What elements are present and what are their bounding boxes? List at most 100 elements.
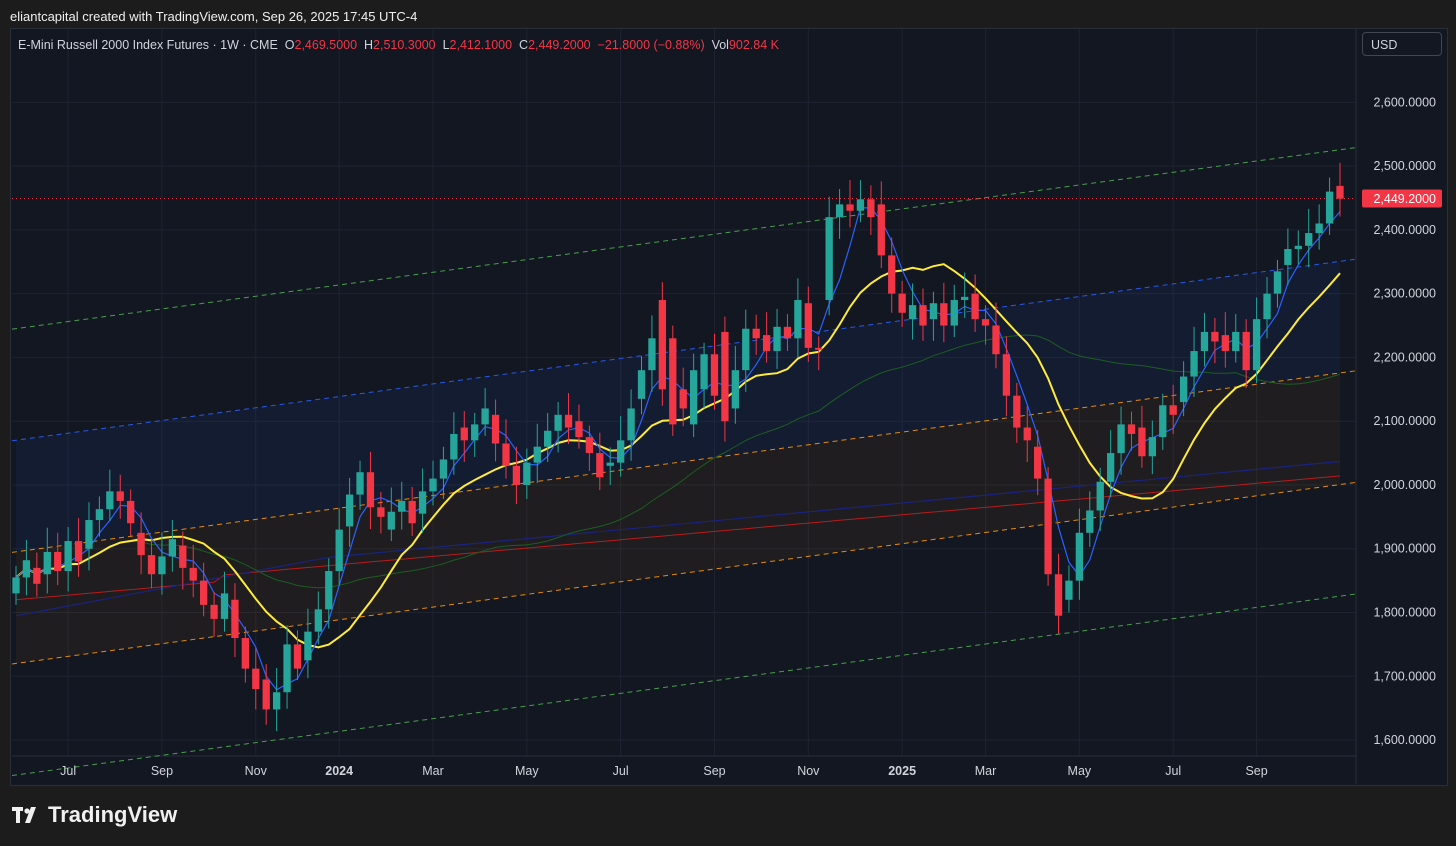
candle-body <box>971 293 979 320</box>
candle-body <box>366 472 375 508</box>
price-tick-label: 1,600.0000 <box>1373 733 1436 747</box>
candle-body <box>335 529 343 572</box>
candle-body <box>1305 233 1313 246</box>
candle-body <box>1054 574 1063 616</box>
tradingview-logo[interactable]: TradingView <box>12 802 177 828</box>
candle-body <box>929 303 938 320</box>
candle-body <box>1242 331 1250 371</box>
time-tick-label: Sep <box>703 764 725 778</box>
candle-body <box>992 325 1000 355</box>
candle-body <box>1200 331 1209 352</box>
candle-body <box>325 571 333 610</box>
ma-line-green <box>15 334 1341 589</box>
last-price-tag <box>1362 189 1442 208</box>
candle-body <box>867 199 875 218</box>
candle-body <box>1075 532 1084 581</box>
candle-body <box>210 604 218 619</box>
time-tick-label: May <box>1068 764 1092 778</box>
candle-body <box>408 500 416 524</box>
price-tick-label: 2,200.0000 <box>1373 350 1436 364</box>
candle-body <box>1190 351 1198 377</box>
candle-body <box>116 491 124 501</box>
candle-body <box>825 217 833 301</box>
candle-body <box>554 414 562 431</box>
candle-body <box>272 692 281 710</box>
price-tick-label: 2,000.0000 <box>1373 478 1436 492</box>
time-tick-label: 2025 <box>888 764 916 778</box>
candle-body <box>669 338 677 425</box>
candle-body <box>961 296 969 301</box>
candle-body <box>1002 354 1011 396</box>
candle-body <box>1169 405 1177 415</box>
candle-body <box>689 370 698 425</box>
candle-body <box>564 414 573 428</box>
candle-body <box>179 545 187 568</box>
tradingview-logo-icon <box>12 807 36 823</box>
candle-body <box>200 580 208 605</box>
candle-body <box>231 599 239 639</box>
candle-body <box>804 303 812 348</box>
candle-body <box>314 609 322 632</box>
candle-body <box>721 331 729 422</box>
candle-body <box>189 567 197 581</box>
candle-body <box>1252 319 1261 371</box>
channel-band-upper <box>16 261 1340 552</box>
candle-body <box>1148 437 1156 457</box>
candle-body <box>43 551 51 575</box>
candle-body <box>252 668 260 690</box>
candle-body <box>12 577 20 594</box>
candle-body <box>1232 331 1240 352</box>
candle-body <box>585 437 594 454</box>
candle-body <box>950 300 958 326</box>
candle-body <box>502 443 510 466</box>
candle-body <box>283 644 291 693</box>
time-tick-label: May <box>515 764 539 778</box>
candle-body <box>106 491 114 510</box>
candle-body <box>1294 245 1302 250</box>
candle-body <box>1211 331 1219 342</box>
candle-body <box>1336 185 1344 199</box>
candle-body <box>1096 481 1104 511</box>
low-key: L <box>442 38 450 52</box>
candle-body <box>981 319 990 326</box>
candle-body <box>418 491 427 514</box>
candle-body <box>1086 510 1094 533</box>
candle-body <box>85 520 93 549</box>
candle-body <box>95 509 104 521</box>
candle-body <box>762 335 771 352</box>
currency-button[interactable]: USD <box>1362 32 1442 56</box>
candle-body <box>700 354 708 390</box>
price-tick-label: 1,700.0000 <box>1373 669 1436 683</box>
channel-line-outer-upper <box>11 147 1357 330</box>
candle-body <box>398 500 406 512</box>
candle-body <box>908 305 917 320</box>
symbol-label[interactable]: E-Mini Russell 2000 Index Futures · 1W ·… <box>18 38 278 52</box>
time-tick-label: Mar <box>422 764 444 778</box>
candle-body <box>888 255 896 294</box>
candle-body <box>22 560 31 578</box>
close-key: C <box>519 38 529 52</box>
candle-body <box>345 494 354 527</box>
volume-value: 902.84 K <box>728 38 779 52</box>
candle-body <box>544 430 552 447</box>
volume-key: Vol <box>711 38 729 52</box>
candle-body <box>1221 335 1229 352</box>
candle-body <box>1034 446 1042 479</box>
candle-body <box>627 408 635 441</box>
ma-line-yellow <box>15 263 1341 649</box>
candle-body <box>533 446 541 463</box>
candle-body <box>658 300 667 390</box>
price-tick-label: 1,900.0000 <box>1373 542 1436 556</box>
candle-body <box>387 511 395 530</box>
candle-body <box>512 465 521 485</box>
candle-body <box>460 427 468 441</box>
chart-frame[interactable] <box>10 28 1448 786</box>
candle-body <box>439 459 448 479</box>
ohlc-legend: E-Mini Russell 2000 Index Futures · 1W ·… <box>18 38 779 52</box>
candle-body <box>1023 427 1031 441</box>
candle-body <box>1117 424 1125 454</box>
time-tick-label: Sep <box>1245 764 1267 778</box>
candle-body <box>1273 271 1282 294</box>
open-key: O <box>284 38 295 52</box>
